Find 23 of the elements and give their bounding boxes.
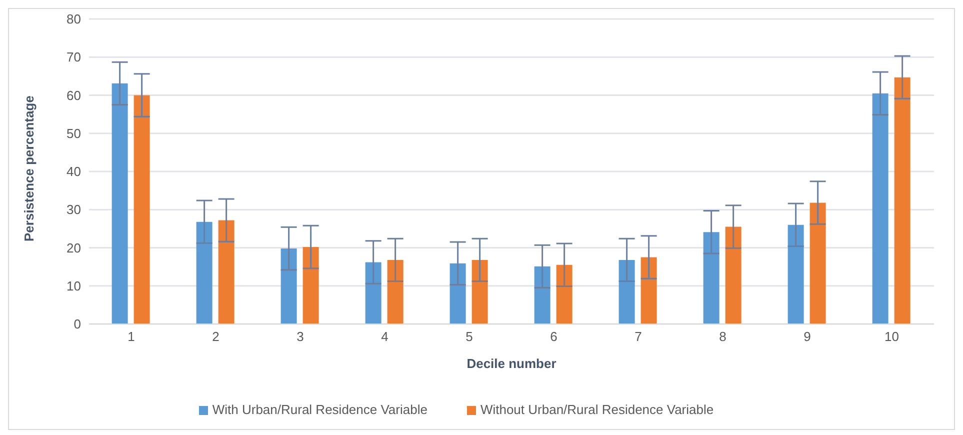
y-tick-label: 0 — [74, 316, 81, 332]
x-tick-label: 3 — [296, 329, 304, 344]
x-tick-label: 8 — [719, 329, 726, 344]
legend-label: With Urban/Rural Residence Variable — [212, 402, 428, 417]
y-tick-label: 10 — [66, 278, 81, 294]
x-tick-label: 7 — [634, 329, 642, 344]
x-tick-label: 2 — [212, 329, 220, 344]
x-tick-label: 5 — [466, 329, 473, 344]
x-tick-label: 9 — [804, 329, 811, 344]
x-axis-title: Decile number — [466, 356, 556, 371]
y-tick-label: 50 — [66, 126, 81, 141]
legend-label: Without Urban/Rural Residence Variable — [480, 402, 714, 417]
y-axis-title: Persistence percentage — [22, 96, 37, 242]
x-tick-label: 10 — [884, 329, 899, 344]
x-tick-label: 1 — [128, 329, 135, 344]
y-tick-label: 20 — [66, 240, 81, 256]
y-tick-label: 70 — [66, 50, 81, 65]
x-tick-label: 4 — [381, 329, 388, 344]
y-tick-label: 30 — [66, 202, 81, 218]
y-tick-label: 60 — [66, 88, 81, 103]
y-tick-label: 40 — [66, 164, 81, 180]
y-tick-label: 80 — [66, 12, 81, 27]
x-tick-label: 6 — [550, 329, 558, 344]
